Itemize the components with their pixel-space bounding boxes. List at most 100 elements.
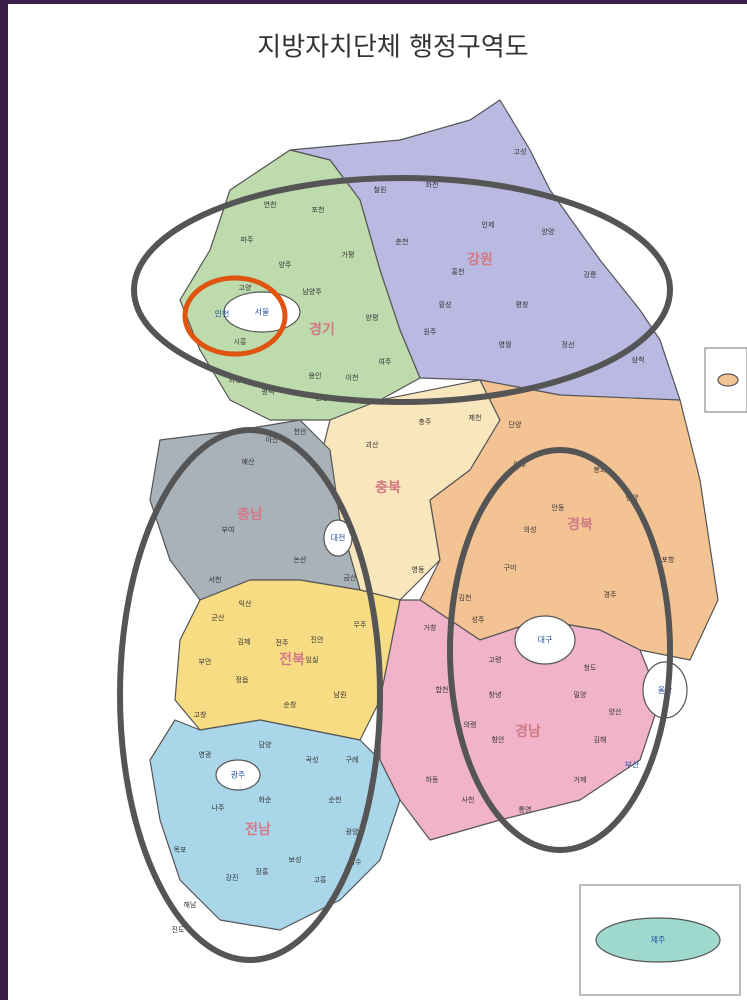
city-label: 삼척 [632,355,645,364]
city-label: 익산 [239,599,252,608]
city-label: 순창 [284,701,297,709]
city-label: 고흥 [314,875,327,884]
city-label: 용인 [309,371,322,380]
province-label: 충북 [375,480,401,496]
jeonnam [149,719,401,931]
city-label: 여주 [379,357,392,366]
province-label: 전북 [279,651,305,668]
city-label: 하동 [426,775,439,784]
city-label: 봉화 [594,466,607,474]
highlight-east [447,447,673,853]
city-label: 함안 [492,735,505,744]
city-label: 부안 [199,657,212,666]
highlight-west [117,427,383,963]
city-label: 성주 [472,615,485,624]
city-label: 김제 [238,638,251,646]
province-label: 충남 [237,506,263,523]
city-label: 의성 [524,525,537,534]
city-label: 의령 [464,720,477,729]
city-label: 장흥 [256,867,269,876]
city-label: 시흥 [234,337,247,346]
city-label: 이천 [346,373,359,382]
city-label: 평창 [516,300,529,309]
metro-label: 인천 [215,309,230,319]
city-label: 부여 [222,525,235,534]
city-label: 영광 [199,750,212,759]
metro-label: 대구 [538,636,553,645]
city-label: 포항 [662,555,675,564]
city-label: 정읍 [236,675,249,684]
metro-label: 광주 [231,770,246,780]
jeju [595,917,721,963]
city-label: 여수 [349,857,362,866]
city-label: 남양주 [302,287,322,296]
city-label: 춘천 [396,237,409,246]
gwangju-area [215,759,261,791]
city-label: 충주 [419,417,432,426]
city-label: 평택 [262,387,275,396]
province-label: 경기 [309,321,335,338]
city-label: 전주 [276,638,289,647]
metro-label: 대전 [331,533,346,543]
title: 지방자치단체 행정구역도 [257,33,528,63]
city-label: 단양 [509,420,522,429]
metro-label: 제주 [651,936,666,945]
city-label: 담양 [259,740,272,749]
city-label: 화순 [259,796,272,804]
city-label: 철원 [374,185,387,194]
city-label: 통영 [519,805,532,814]
daegu-area [514,615,576,665]
city-label: 청도 [584,664,597,672]
city-label: 금산 [344,573,357,582]
city-label: 강릉 [584,270,597,279]
city-label: 나주 [212,803,225,812]
city-label: 제천 [469,413,482,422]
city-label: 구례 [346,755,359,764]
city-label: 김해 [594,735,607,744]
city-label: 아산 [266,435,279,444]
city-label: 가평 [342,250,355,259]
city-label: 안동 [552,503,565,512]
city-label: 횡성 [439,300,452,309]
city-label: 군산 [212,613,225,622]
city-label: 보성 [289,855,302,864]
city-label: 영동 [412,565,425,574]
city-label: 양평 [366,313,379,322]
city-label: 곡성 [306,755,319,764]
map: 지방자치단체 행정구역도 강원경기충북충남경북전북경남전남서울인천대전대구광주울… [8,4,747,1000]
city-label: 강진 [226,873,239,882]
city-label: 고령 [489,656,502,664]
city-label: 고창 [194,711,207,719]
city-label: 순천 [329,795,342,804]
city-label: 구미 [504,563,517,572]
city-label: 거창 [424,623,437,632]
city-label: 진도 [172,925,185,934]
highlight-seoul [182,275,288,357]
city-label: 포천 [312,205,325,214]
highlight-north [131,175,673,405]
city-label: 고양 [239,284,252,292]
city-label: 진안 [311,635,324,644]
city-label: 천안 [294,427,307,436]
city-label: 홍천 [452,267,465,276]
city-label: 임실 [306,655,319,664]
metro-label: 서울 [255,308,270,317]
city-label: 목포 [174,846,187,854]
city-label: 인제 [482,220,495,229]
city-label: 영월 [499,340,512,349]
city-label: 고성 [514,147,527,156]
province-label: 경북 [567,516,593,533]
city-label: 김천 [459,593,472,602]
city-label: 밀양 [574,691,587,699]
city-label: 양주 [279,261,292,269]
city-label: 무주 [354,621,367,629]
metro-label: 부산 [625,760,640,770]
city-label: 논산 [294,555,307,564]
city-label: 연천 [264,200,277,209]
city-label: 양산 [609,707,622,716]
city-label: 남원 [334,690,347,699]
city-label: 괴산 [366,440,379,449]
city-label: 정선 [562,340,575,349]
city-label: 화천 [426,180,439,189]
